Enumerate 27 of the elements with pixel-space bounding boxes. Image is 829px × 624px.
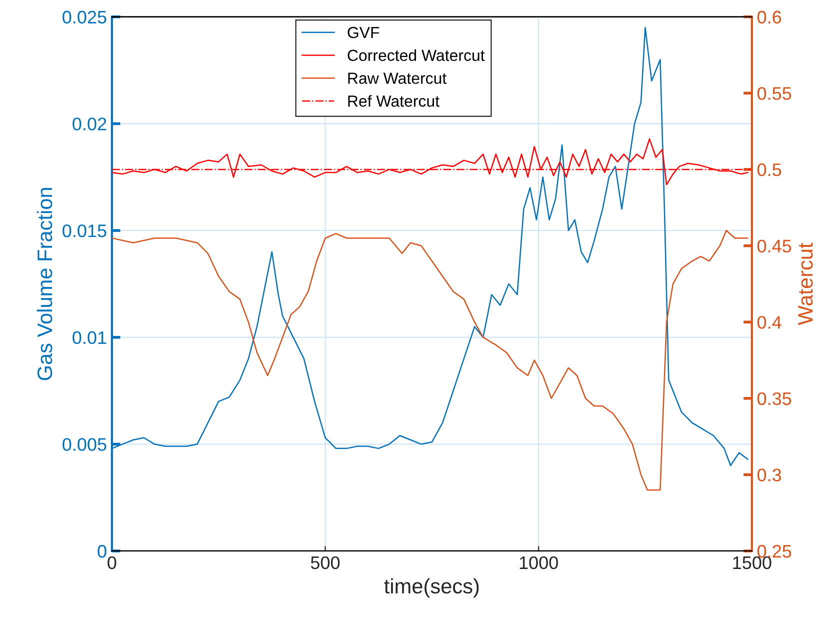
line-series <box>112 230 748 491</box>
line-series <box>112 138 748 186</box>
y2-tick-label: 0.25 <box>757 544 792 558</box>
y2-tick-label: 0.55 <box>757 87 792 100</box>
y-tick-label: 0.015 <box>62 224 106 238</box>
y-tick-label: 0.01 <box>72 331 106 344</box>
x-tick-label: 1000 <box>520 556 558 570</box>
y-tick-label: 0 <box>98 544 106 558</box>
x-axis-title: time(secs) <box>384 578 479 598</box>
legend-label: GVF <box>348 26 380 38</box>
y-tick-label: 0.025 <box>62 10 106 24</box>
y2-tick-label: 0.3 <box>757 468 782 482</box>
y-tick-label: 0.005 <box>62 438 106 451</box>
y-axis-title: Gas Volume Fraction <box>36 188 52 380</box>
y2-tick-label: 0.45 <box>757 240 792 252</box>
legend-label: Raw Watercut <box>348 72 447 84</box>
y2-tick-label: 0.35 <box>757 392 792 406</box>
legend-label: Corrected Watercut <box>348 49 485 62</box>
legend-label: Ref Watercut <box>348 95 440 107</box>
x-tick-label: 0 <box>108 556 116 570</box>
y2-axis-title: Watercut <box>798 242 813 326</box>
y2-tick-label: 0.4 <box>757 316 782 329</box>
y2-tick-label: 0.5 <box>757 163 782 176</box>
y-tick-label: 0.02 <box>72 118 106 130</box>
x-tick-label: 500 <box>310 556 340 570</box>
x-tick-label: 1500 <box>733 556 772 570</box>
y2-tick-label: 0.6 <box>757 10 782 24</box>
